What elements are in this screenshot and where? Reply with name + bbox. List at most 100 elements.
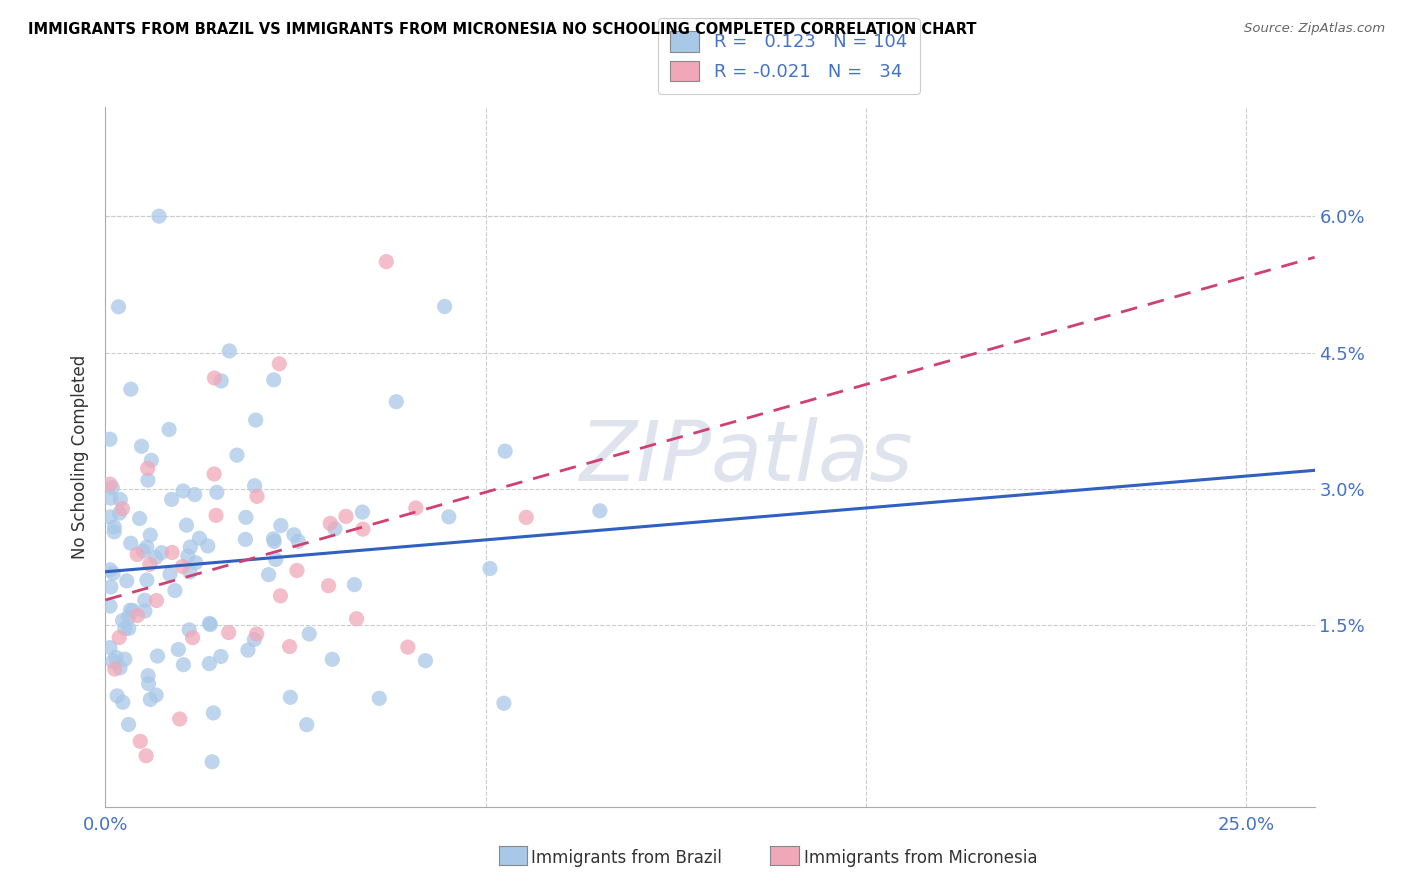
Y-axis label: No Schooling Completed: No Schooling Completed — [72, 355, 90, 559]
Point — [115, 574, 138, 588]
Point — [145, 688, 167, 702]
Point — [111, 501, 134, 516]
Point — [135, 748, 157, 763]
Point — [368, 691, 391, 706]
Point — [160, 492, 183, 507]
Point — [129, 734, 152, 748]
Point — [139, 528, 162, 542]
Point — [108, 631, 131, 645]
Point — [335, 509, 357, 524]
Point — [218, 343, 240, 358]
Point — [283, 527, 305, 541]
Point — [111, 614, 134, 628]
Point — [98, 477, 121, 491]
Point — [131, 439, 153, 453]
Point — [589, 504, 612, 518]
Point — [167, 642, 190, 657]
Point — [121, 603, 143, 617]
Point — [492, 696, 515, 710]
Point — [181, 631, 204, 645]
Legend: R =   0.123   N = 104, R = -0.021   N =   34: R = 0.123 N = 104, R = -0.021 N = 34 — [658, 18, 920, 94]
Point — [243, 632, 266, 647]
Point — [179, 540, 201, 554]
Point — [136, 473, 159, 487]
Point — [145, 593, 167, 607]
Point — [114, 652, 136, 666]
Point — [515, 510, 537, 524]
Point — [236, 643, 259, 657]
Point — [263, 532, 285, 546]
Point — [100, 491, 122, 505]
Point — [346, 612, 368, 626]
Point — [145, 550, 167, 565]
Point — [150, 546, 173, 560]
Point — [197, 539, 219, 553]
Point — [172, 657, 194, 672]
Point — [318, 579, 340, 593]
Point — [433, 300, 456, 314]
Point — [285, 564, 308, 578]
Point — [287, 534, 309, 549]
Point — [101, 654, 124, 668]
Point — [183, 487, 205, 501]
Point — [108, 661, 131, 675]
Point — [415, 654, 437, 668]
Point — [205, 508, 228, 523]
Point — [98, 510, 121, 524]
Point — [375, 254, 398, 268]
Point — [117, 610, 139, 624]
Point — [202, 467, 225, 481]
Point — [263, 373, 285, 387]
Point — [269, 589, 291, 603]
Point — [319, 516, 342, 531]
Point — [494, 444, 516, 458]
Point — [198, 657, 221, 671]
Point — [135, 540, 157, 554]
Point — [120, 536, 142, 550]
Point — [235, 533, 257, 547]
Point — [134, 593, 156, 607]
Point — [127, 608, 149, 623]
Text: ZIPatlas: ZIPatlas — [579, 417, 912, 498]
Point — [179, 623, 201, 637]
Point — [278, 690, 301, 705]
Point — [159, 567, 181, 582]
Point — [198, 616, 221, 631]
Point — [352, 505, 374, 519]
Text: Immigrants from Micronesia: Immigrants from Micronesia — [804, 849, 1038, 867]
Point — [246, 627, 269, 641]
Point — [136, 461, 159, 475]
Point — [352, 522, 374, 536]
Point — [218, 625, 240, 640]
Point — [405, 500, 427, 515]
Point — [323, 522, 346, 536]
Point — [295, 717, 318, 731]
Point — [98, 640, 121, 655]
Point — [184, 556, 207, 570]
Point — [205, 485, 228, 500]
Text: Source: ZipAtlas.com: Source: ZipAtlas.com — [1244, 22, 1385, 36]
Point — [118, 622, 141, 636]
Point — [111, 695, 134, 709]
Point — [396, 640, 419, 654]
Point — [98, 432, 121, 446]
Point — [321, 652, 343, 666]
Point — [177, 549, 200, 563]
Point — [105, 650, 128, 665]
Point — [98, 599, 121, 613]
Point — [245, 413, 267, 427]
Point — [98, 563, 121, 577]
Point — [437, 509, 460, 524]
Point — [188, 531, 211, 545]
Point — [298, 627, 321, 641]
Point — [264, 552, 287, 566]
Point — [343, 577, 366, 591]
Point — [110, 492, 132, 507]
Point — [139, 692, 162, 706]
Point — [101, 481, 124, 495]
Point — [103, 520, 125, 534]
Point — [478, 561, 501, 575]
Point — [201, 755, 224, 769]
Point — [120, 603, 142, 617]
Point — [226, 448, 249, 462]
